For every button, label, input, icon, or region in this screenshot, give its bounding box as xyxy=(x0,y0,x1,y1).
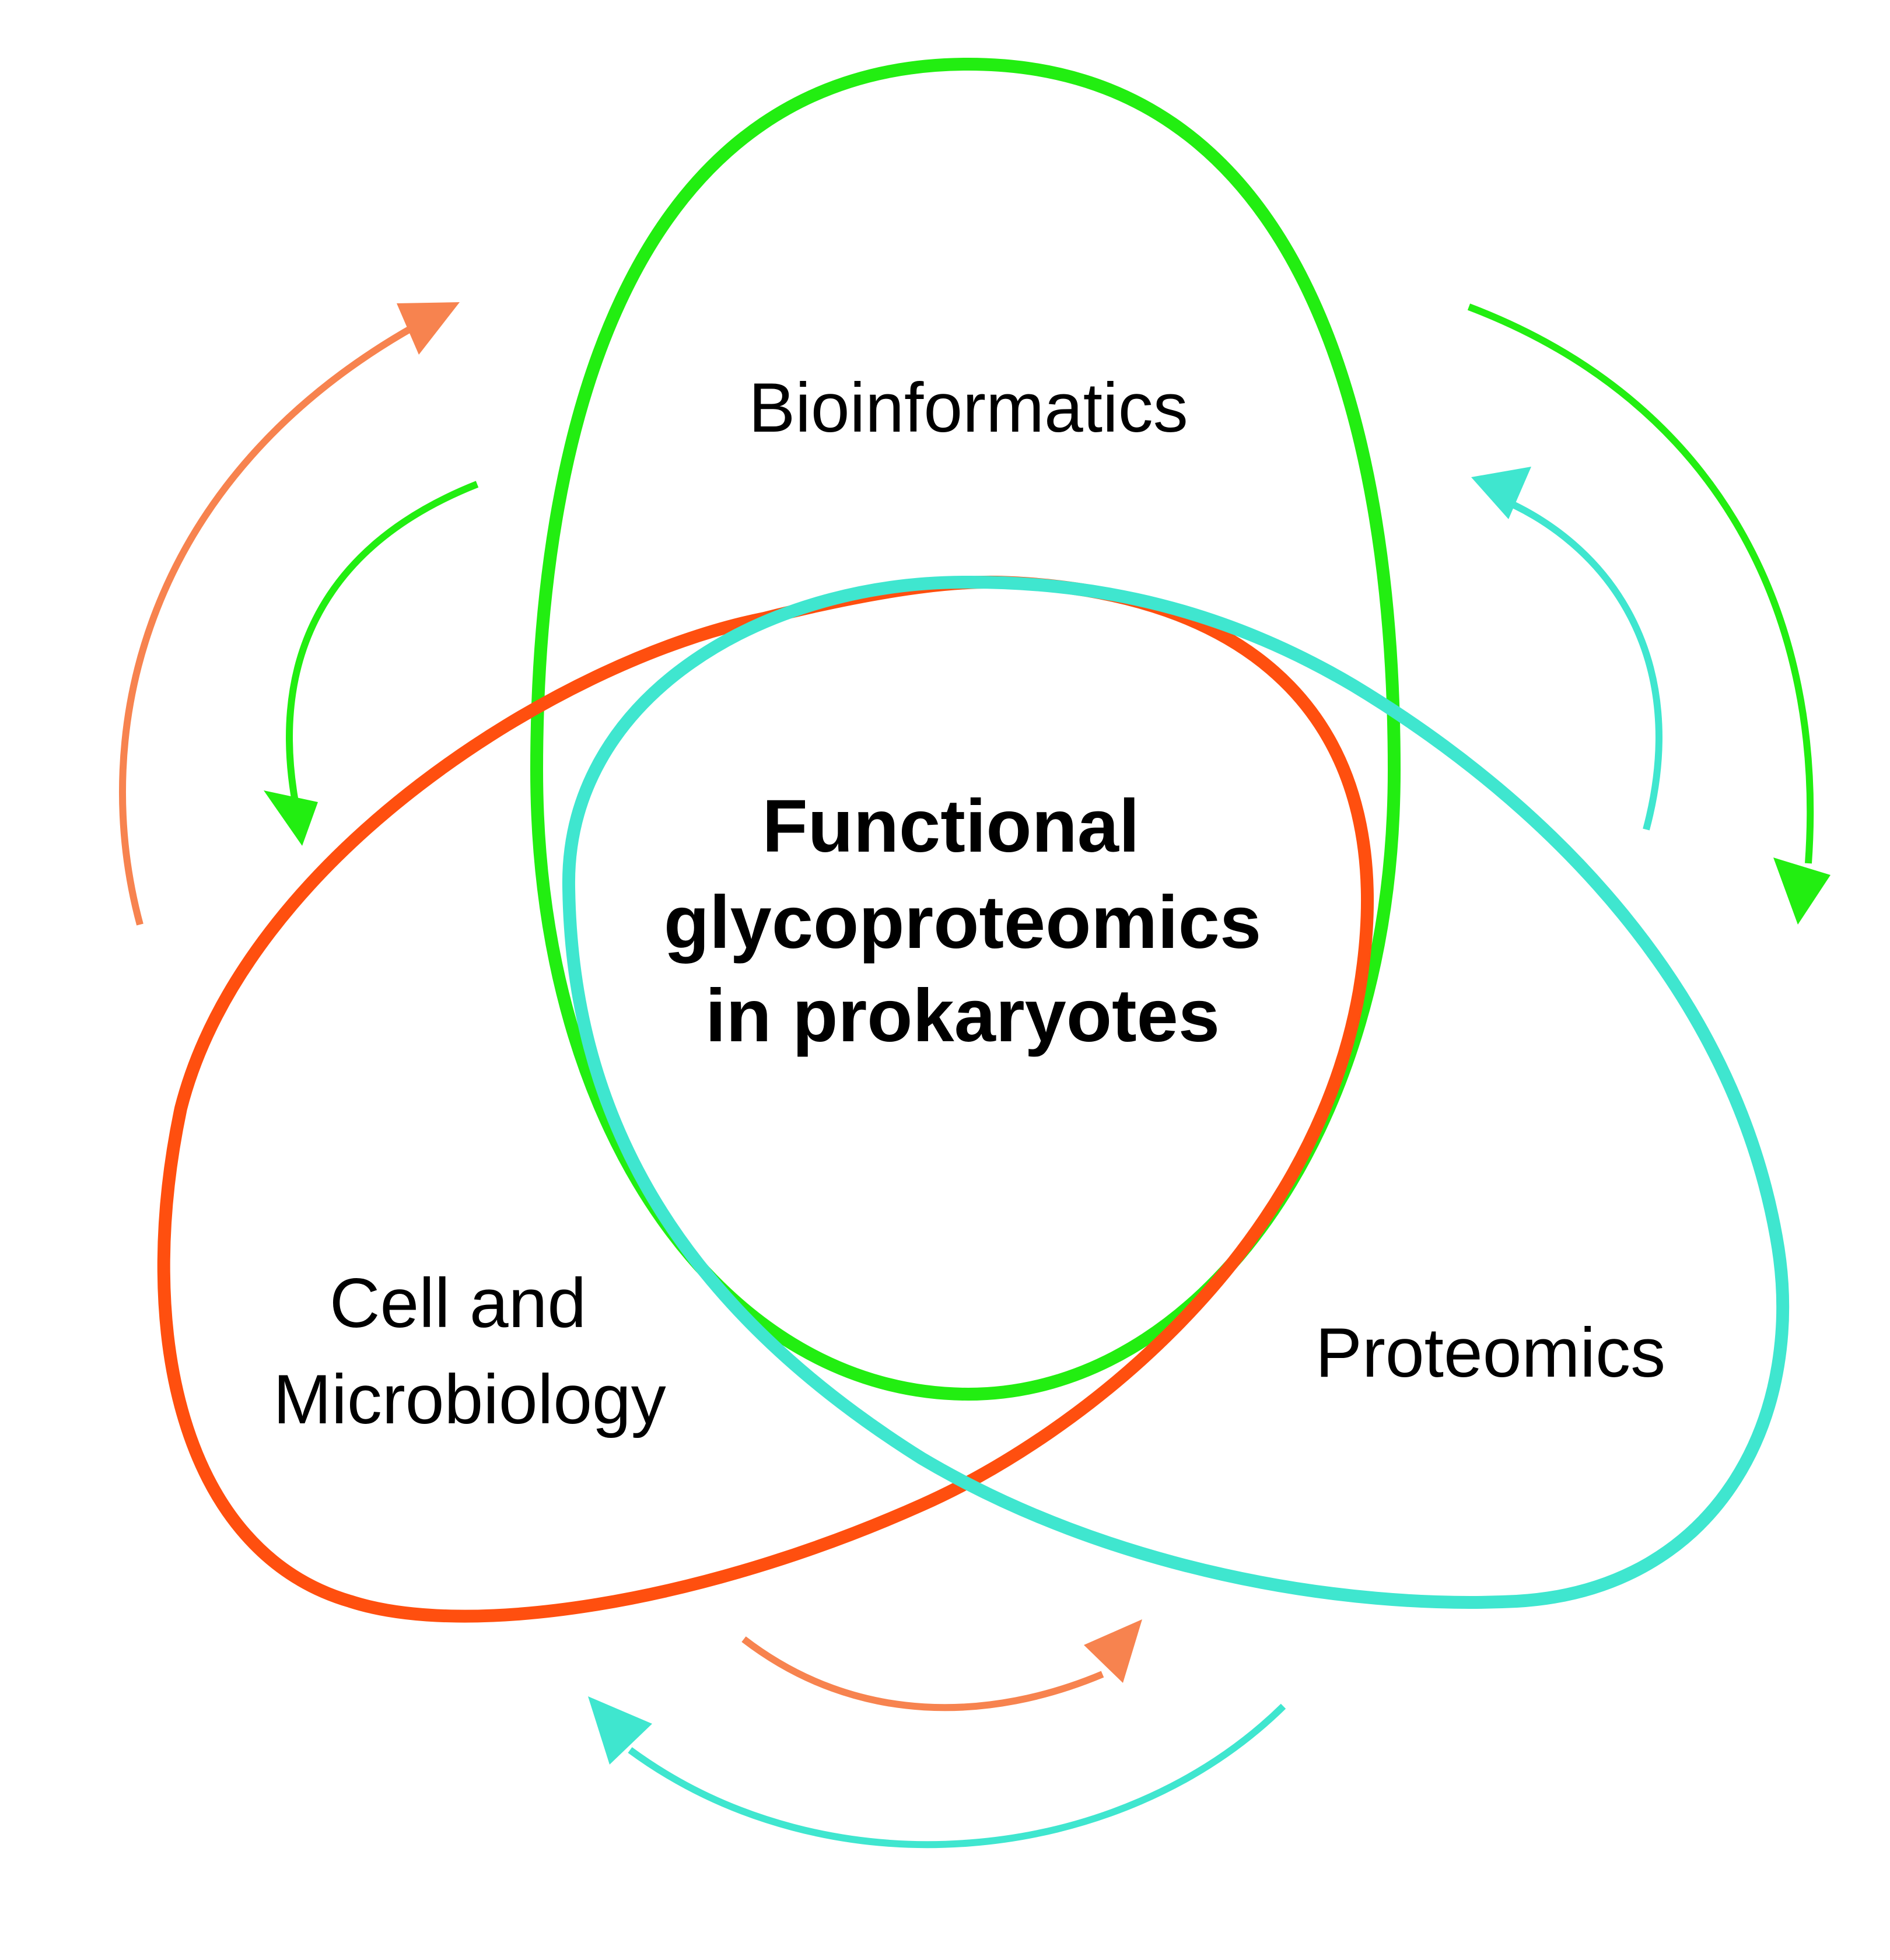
curved-arrow-icon xyxy=(1084,1619,1142,1683)
proteomics-loop xyxy=(562,575,1790,1609)
curved-arrow-icon xyxy=(1773,858,1831,925)
proteomics-label: Proteomics xyxy=(1315,1314,1665,1392)
center-title-line3: in prokaryotes xyxy=(705,974,1220,1058)
green-arc-right xyxy=(1467,303,1814,864)
orange-arc-bottom xyxy=(741,1636,1104,1712)
cyan-arc-bottom xyxy=(628,1703,1286,1849)
center-title-line2: glycoproteomics xyxy=(664,881,1261,964)
cell-microbiology-label-line1: Cell and xyxy=(330,1264,586,1342)
cyan-arc-right xyxy=(1492,492,1662,831)
curved-arrow-icon xyxy=(264,790,318,846)
orange-arc-left xyxy=(118,323,416,926)
center-title-line1: Functional xyxy=(762,785,1139,868)
green-arc-left xyxy=(286,481,479,815)
curved-arrow-icon xyxy=(1471,467,1531,519)
cell-microbiology-loop xyxy=(157,575,1374,1623)
bioinformatics-loop xyxy=(530,58,1401,1401)
curved-arrow-icon xyxy=(397,302,460,355)
cell-microbiology-label-line2: Microbiology xyxy=(273,1360,666,1438)
curved-arrow-icon xyxy=(588,1696,652,1765)
bioinformatics-label: Bioinformatics xyxy=(748,369,1188,447)
